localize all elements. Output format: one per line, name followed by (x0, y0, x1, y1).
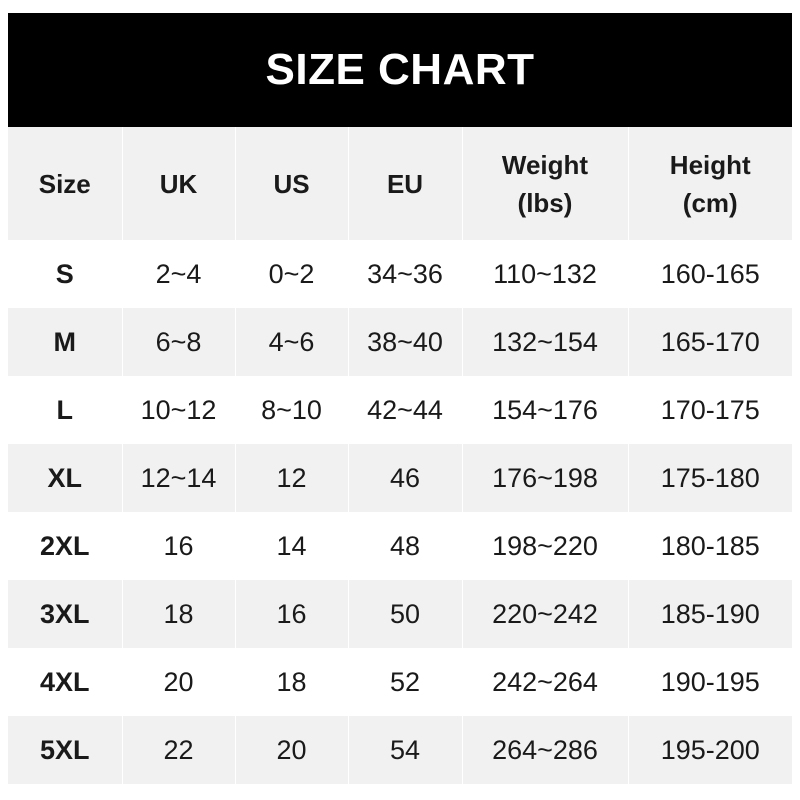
cell-eu: 46 (347, 444, 462, 512)
column-header-eu: EU (347, 127, 462, 240)
cell-eu: 52 (347, 648, 462, 716)
cell-height: 190-195 (627, 648, 792, 716)
column-header-uk: UK (121, 127, 235, 240)
column-header-us: US (234, 127, 348, 240)
cell-us: 20 (234, 716, 348, 784)
cell-us: 12 (234, 444, 348, 512)
cell-eu: 50 (347, 580, 462, 648)
cell-size: 3XL (39, 598, 90, 629)
cell-uk: 2~4 (121, 240, 235, 308)
cell-size: 5XL (39, 734, 90, 765)
cell-size: XL (47, 462, 82, 493)
table-row: 5XL 22 20 54 264~286 195-200 (8, 716, 792, 784)
size-chart-title: SIZE CHART (8, 13, 792, 127)
cell-uk: 10~12 (121, 376, 235, 444)
column-header-weight: Weight (lbs) (461, 127, 628, 240)
table-row: 3XL 18 16 50 220~242 185-190 (8, 580, 792, 648)
table-row: M 6~8 4~6 38~40 132~154 165-170 (8, 308, 792, 376)
cell-eu: 48 (347, 512, 462, 580)
cell-weight: 154~176 (461, 376, 628, 444)
table-row: S 2~4 0~2 34~36 110~132 160-165 (8, 240, 792, 308)
cell-us: 16 (234, 580, 348, 648)
table-row: 2XL 16 14 48 198~220 180-185 (8, 512, 792, 580)
cell-us: 18 (234, 648, 348, 716)
cell-weight: 198~220 (461, 512, 628, 580)
table-row: L 10~12 8~10 42~44 154~176 170-175 (8, 376, 792, 444)
size-chart-table: Size UK US EU Weight (lbs) Height (cm) S 2~4 0~… (8, 127, 792, 784)
cell-height: 195-200 (627, 716, 792, 784)
cell-weight: 132~154 (461, 308, 628, 376)
cell-height: 165-170 (627, 308, 792, 376)
cell-size: 2XL (39, 530, 90, 561)
cell-eu: 34~36 (347, 240, 462, 308)
cell-height: 185-190 (627, 580, 792, 648)
cell-uk: 20 (121, 648, 235, 716)
cell-size: L (56, 394, 74, 425)
header-row: Size UK US EU Weight (lbs) Height (cm) (8, 127, 792, 240)
cell-weight: 264~286 (461, 716, 628, 784)
cell-uk: 16 (121, 512, 235, 580)
cell-eu: 42~44 (347, 376, 462, 444)
cell-weight: 176~198 (461, 444, 628, 512)
cell-height: 180-185 (627, 512, 792, 580)
cell-height: 170-175 (627, 376, 792, 444)
cell-height: 160-165 (627, 240, 792, 308)
cell-weight: 110~132 (461, 240, 628, 308)
cell-uk: 6~8 (121, 308, 235, 376)
cell-us: 4~6 (234, 308, 348, 376)
cell-us: 8~10 (234, 376, 348, 444)
cell-uk: 12~14 (121, 444, 235, 512)
cell-us: 0~2 (234, 240, 348, 308)
cell-weight: 220~242 (461, 580, 628, 648)
cell-uk: 18 (121, 580, 235, 648)
table-row: 4XL 20 18 52 242~264 190-195 (8, 648, 792, 716)
cell-size: 4XL (39, 666, 90, 697)
cell-uk: 22 (121, 716, 235, 784)
cell-size: M (53, 326, 77, 357)
cell-height: 175-180 (627, 444, 792, 512)
cell-eu: 54 (347, 716, 462, 784)
cell-us: 14 (234, 512, 348, 580)
table-row: XL 12~14 12 46 176~198 175-180 (8, 444, 792, 512)
cell-weight: 242~264 (461, 648, 628, 716)
column-header-height: Height (cm) (627, 127, 792, 240)
cell-eu: 38~40 (347, 308, 462, 376)
column-header-size: Size (38, 168, 91, 199)
cell-size: S (55, 258, 74, 289)
